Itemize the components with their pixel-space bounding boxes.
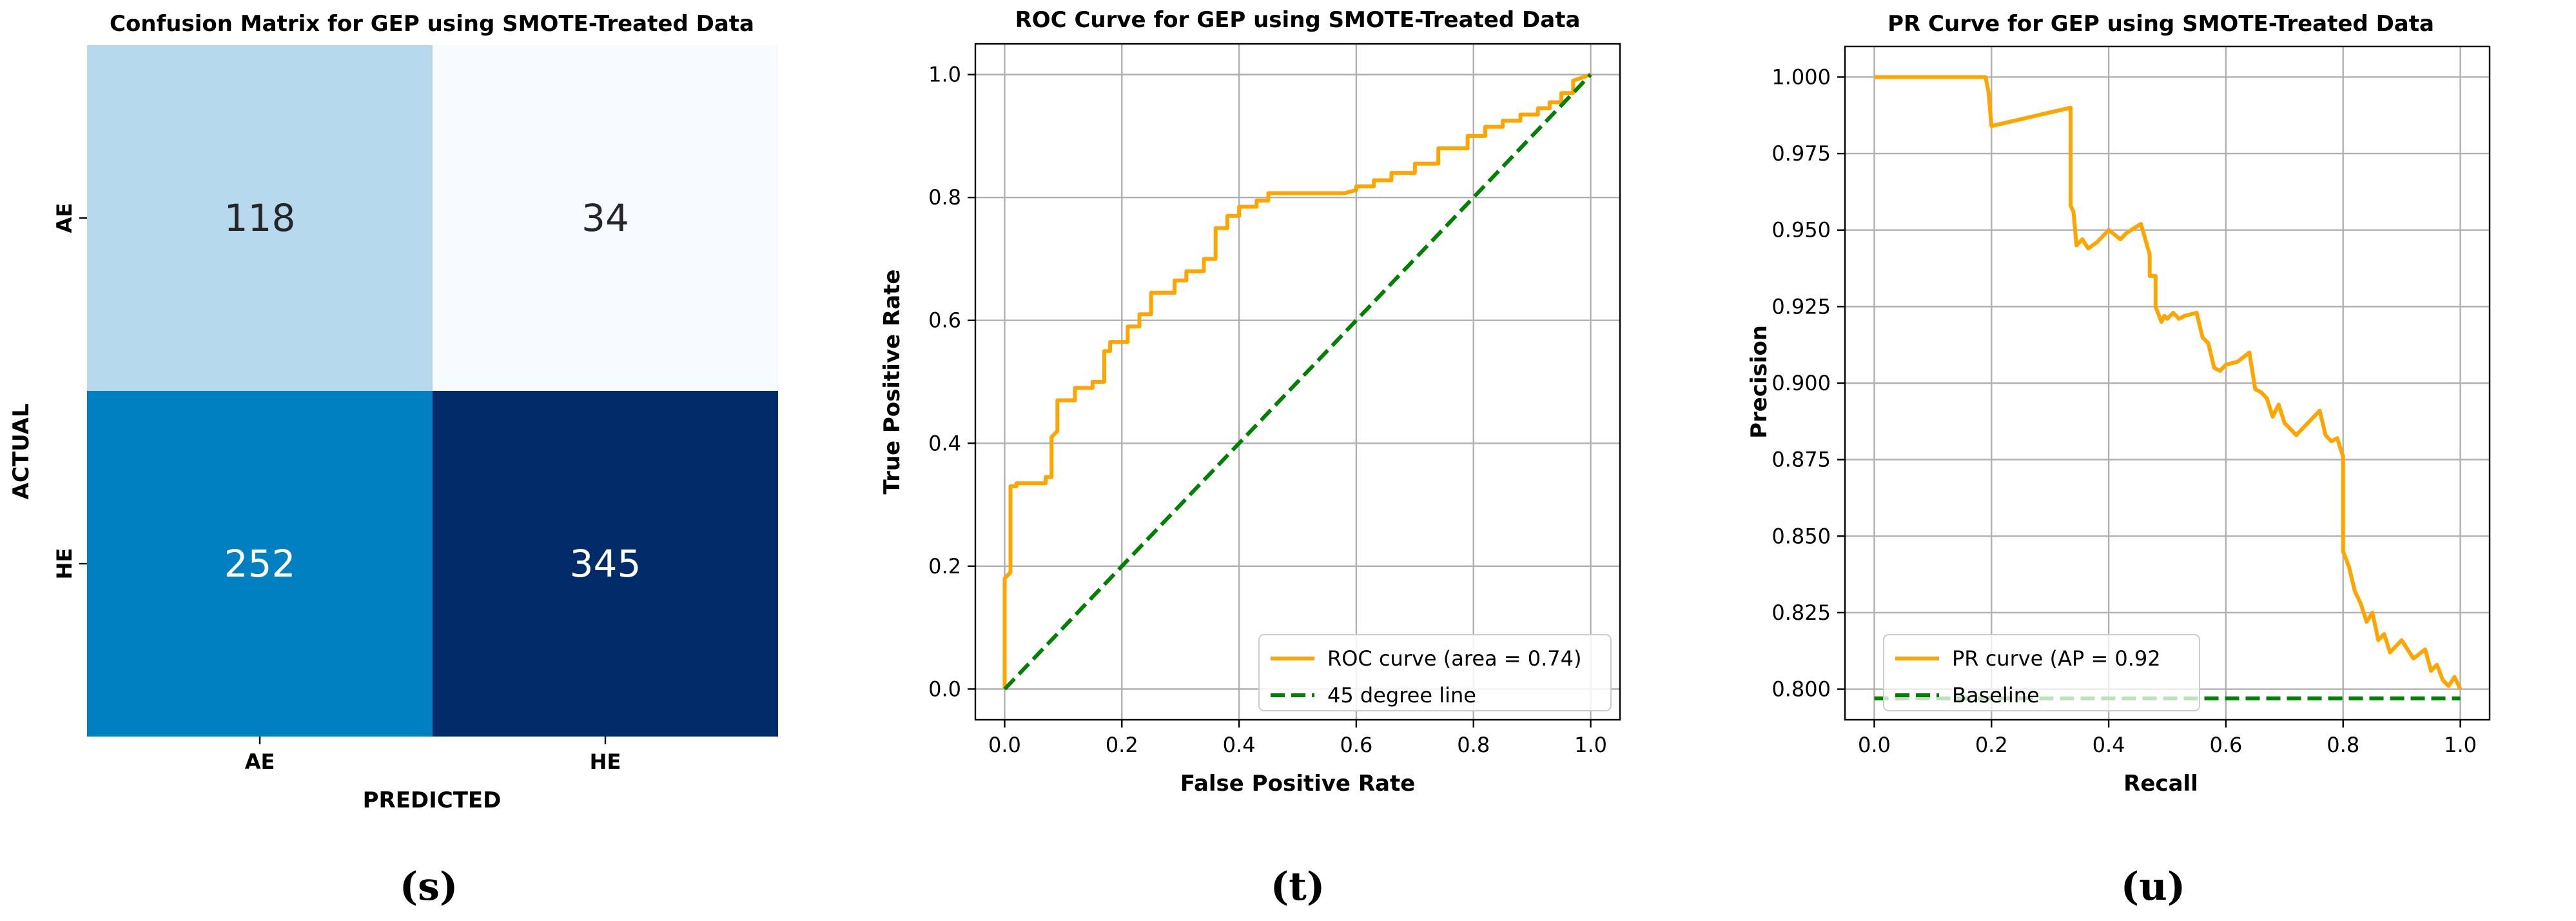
roc-legend: ROC curve (area = 0.74) 45 degree line	[1258, 634, 1612, 711]
roc-curve-line	[1002, 72, 1592, 689]
roc-xtick-label: 0.2	[1106, 733, 1138, 757]
pr-xtick-label: 0.4	[2093, 733, 2125, 757]
cm-cell-ae-he	[433, 45, 778, 391]
roc-legend-label-curve: ROC curve (area = 0.74)	[1327, 646, 1582, 671]
cm-value-label: 118	[224, 196, 296, 240]
roc-xlabel: False Positive Rate	[1180, 771, 1416, 797]
roc-xtick-label: 0.4	[1223, 733, 1256, 757]
cm-xlabel: PREDICTED	[363, 787, 502, 813]
cm-cells: 118 34 252 345 AE HE AE HE	[52, 45, 778, 774]
pr-grid	[1845, 46, 2490, 720]
roc-ylabel: True Positive Rate	[879, 270, 905, 495]
cm-cell-ae-ae	[87, 45, 433, 391]
pr-xtick-label: 0.6	[2209, 733, 2242, 757]
roc-ticks: 0.0 0.2 0.4 0.6 0.8 1.0 0.0 0.2 0.4 0.6 0.8 1.0	[928, 63, 1607, 757]
roc-series	[1002, 72, 1592, 691]
pr-xtick-label: 0.2	[1975, 733, 2008, 757]
roc-xtick-label: 0.6	[1340, 733, 1372, 757]
cm-ytick-label: HE	[52, 548, 77, 580]
confusion-matrix-panel: Confusion Matrix for GEP using SMOTE-Tre…	[8, 11, 778, 909]
pr-ytick-label: 1.000	[1771, 64, 1831, 89]
pr-ticks: 0.0 0.2 0.4 0.6 0.8 1.0 0.800 0.825 0.850 0.875 0.…	[1771, 64, 2477, 757]
pr-ytick-label: 0.975	[1771, 141, 1831, 166]
pr-ylabel: Precision	[1746, 325, 1772, 439]
roc-legend-label-diagonal: 45 degree line	[1327, 683, 1476, 708]
caption-t: (t)	[1271, 864, 1325, 909]
pr-curve-line	[1874, 75, 2463, 690]
pr-xlabel: Recall	[2123, 771, 2198, 797]
roc-ytick-label: 0.6	[928, 308, 961, 333]
cm-ytick-label: AE	[52, 203, 77, 233]
roc-xtick-label: 0.0	[988, 733, 1021, 757]
roc-axes-frame	[974, 43, 1621, 721]
pr-ytick-label: 0.850	[1771, 524, 1831, 548]
caption-u: (u)	[2121, 864, 2185, 909]
pr-xtick-label: 1.0	[2444, 733, 2477, 757]
roc-legend-box	[1258, 634, 1612, 711]
pr-ytick-label: 0.950	[1771, 218, 1831, 243]
cm-value-label: 252	[224, 542, 296, 586]
pr-ytick-label: 0.825	[1771, 600, 1831, 625]
cm-cell-he-he	[433, 391, 778, 737]
roc-ytick-label: 0.0	[928, 677, 961, 701]
roc-ytick-label: 0.2	[928, 554, 961, 579]
roc-xtick-label: 1.0	[1574, 733, 1607, 757]
pr-legend: PR curve (AP = 0.92 Baseline	[1883, 634, 2200, 711]
cm-xtick-label: AE	[245, 749, 275, 774]
pr-ytick-label: 0.925	[1771, 294, 1831, 319]
pr-legend-box	[1883, 634, 2200, 711]
roc-xtick-label: 0.8	[1457, 733, 1490, 757]
roc-title: ROC Curve for GEP using SMOTE-Treated Da…	[1015, 7, 1581, 33]
cm-xtick-label: HE	[590, 749, 621, 774]
cm-value-label: 34	[581, 196, 629, 240]
roc-panel: ROC Curve for GEP using SMOTE-Treated Da…	[879, 7, 1621, 909]
pr-ytick-label: 0.800	[1771, 677, 1831, 702]
roc-ytick-label: 1.0	[928, 63, 961, 87]
roc-ytick-label: 0.4	[928, 431, 961, 455]
cm-title: Confusion Matrix for GEP using SMOTE-Tre…	[110, 11, 754, 37]
cm-value-label: 345	[570, 542, 641, 586]
pr-legend-label-baseline: Baseline	[1952, 683, 2040, 708]
caption-s: (s)	[400, 864, 458, 909]
pr-ytick-label: 0.900	[1771, 371, 1831, 395]
pr-xtick-label: 0.0	[1858, 733, 1891, 757]
cm-ylabel: ACTUAL	[8, 404, 34, 500]
roc-ytick-label: 0.8	[928, 185, 961, 210]
pr-title: PR Curve for GEP using SMOTE-Treated Dat…	[1888, 11, 2434, 37]
pr-xtick-label: 0.8	[2327, 733, 2359, 757]
pr-legend-label-curve: PR curve (AP = 0.92	[1952, 646, 2161, 671]
pr-panel: PR Curve for GEP using SMOTE-Treated Dat…	[1746, 11, 2491, 909]
cm-cell-he-ae	[87, 391, 433, 737]
pr-ytick-label: 0.875	[1771, 448, 1831, 472]
roc-diagonal-line	[1003, 73, 1592, 691]
